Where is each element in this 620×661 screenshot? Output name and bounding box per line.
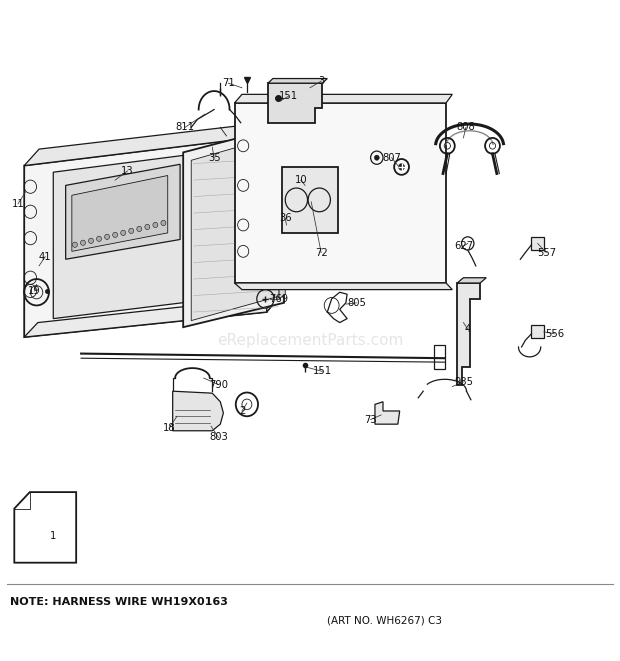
Circle shape [89,238,94,243]
Polygon shape [279,141,285,299]
Text: 790: 790 [209,379,228,389]
Text: 151: 151 [313,366,332,376]
Polygon shape [24,296,280,337]
Circle shape [121,230,126,235]
Text: 803: 803 [209,432,228,442]
Circle shape [374,155,379,161]
Circle shape [161,220,166,225]
Polygon shape [172,391,223,431]
Text: 808: 808 [456,122,476,132]
Text: 811: 811 [175,122,195,132]
Text: 935: 935 [454,377,473,387]
Circle shape [153,222,158,227]
Polygon shape [234,103,446,283]
Polygon shape [183,126,284,327]
Polygon shape [66,165,180,259]
Text: 41: 41 [39,252,51,262]
Polygon shape [282,217,294,233]
Polygon shape [457,278,486,283]
Polygon shape [234,95,452,103]
Polygon shape [268,83,322,123]
Text: (ART NO. WH6267) C3: (ART NO. WH6267) C3 [327,616,441,626]
Text: eReplacementParts.com: eReplacementParts.com [217,333,403,348]
Polygon shape [53,146,257,319]
Text: 151: 151 [279,91,298,101]
Text: 556: 556 [545,329,564,339]
Polygon shape [268,79,327,83]
Text: NOTE: HARNESS WIRE WH19X0163: NOTE: HARNESS WIRE WH19X0163 [10,598,228,607]
Text: 805: 805 [347,298,366,308]
Text: 1: 1 [50,531,56,541]
Polygon shape [191,136,279,321]
Circle shape [145,224,150,229]
Polygon shape [282,167,338,233]
Text: 35: 35 [208,153,221,163]
Polygon shape [531,237,544,250]
Polygon shape [185,163,198,286]
Text: 557: 557 [537,248,556,258]
Text: 4: 4 [464,324,471,334]
Text: 627: 627 [454,241,473,251]
Polygon shape [267,121,282,312]
Polygon shape [24,121,282,166]
Polygon shape [375,402,400,424]
Text: 73: 73 [365,414,377,424]
Polygon shape [219,163,233,286]
Text: 72: 72 [315,248,327,258]
Polygon shape [24,136,267,337]
Circle shape [81,240,86,245]
Circle shape [113,232,118,237]
Polygon shape [72,175,168,251]
Text: 36: 36 [279,214,291,223]
Polygon shape [202,163,216,286]
Circle shape [137,226,142,231]
Text: 71: 71 [222,78,235,88]
Circle shape [129,228,134,233]
Text: 10: 10 [294,175,307,185]
Text: 2: 2 [239,406,245,416]
Text: 3: 3 [318,76,324,86]
Circle shape [73,242,78,247]
Text: 18: 18 [162,423,175,433]
Circle shape [399,164,405,171]
Circle shape [97,236,102,241]
Text: 11: 11 [12,199,24,209]
Polygon shape [531,325,544,338]
Text: 19: 19 [29,286,41,296]
Text: 769: 769 [270,294,289,304]
Polygon shape [457,283,480,385]
Circle shape [105,234,110,239]
Polygon shape [234,283,452,290]
Text: 807: 807 [382,153,401,163]
Text: 13: 13 [121,166,134,176]
